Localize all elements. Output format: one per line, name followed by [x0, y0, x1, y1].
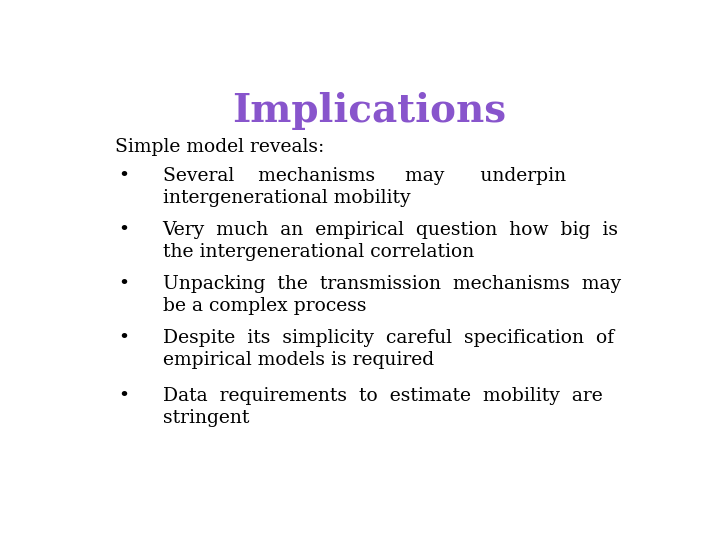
Text: •: • — [118, 275, 129, 293]
Text: Data  requirements  to  estimate  mobility  are
stringent: Data requirements to estimate mobility a… — [163, 387, 603, 427]
Text: •: • — [118, 221, 129, 239]
Text: Several    mechanisms     may      underpin
intergenerational mobility: Several mechanisms may underpin intergen… — [163, 167, 566, 207]
Text: Implications: Implications — [232, 92, 506, 130]
Text: Despite  its  simplicity  careful  specification  of
empirical models is require: Despite its simplicity careful specifica… — [163, 329, 613, 369]
Text: •: • — [118, 387, 129, 405]
Text: Very  much  an  empirical  question  how  big  is
the intergenerational correlat: Very much an empirical question how big … — [163, 221, 618, 261]
Text: Simple model reveals:: Simple model reveals: — [115, 138, 324, 156]
Text: Unpacking  the  transmission  mechanisms  may
be a complex process: Unpacking the transmission mechanisms ma… — [163, 275, 621, 315]
Text: •: • — [118, 329, 129, 347]
Text: •: • — [118, 167, 129, 185]
